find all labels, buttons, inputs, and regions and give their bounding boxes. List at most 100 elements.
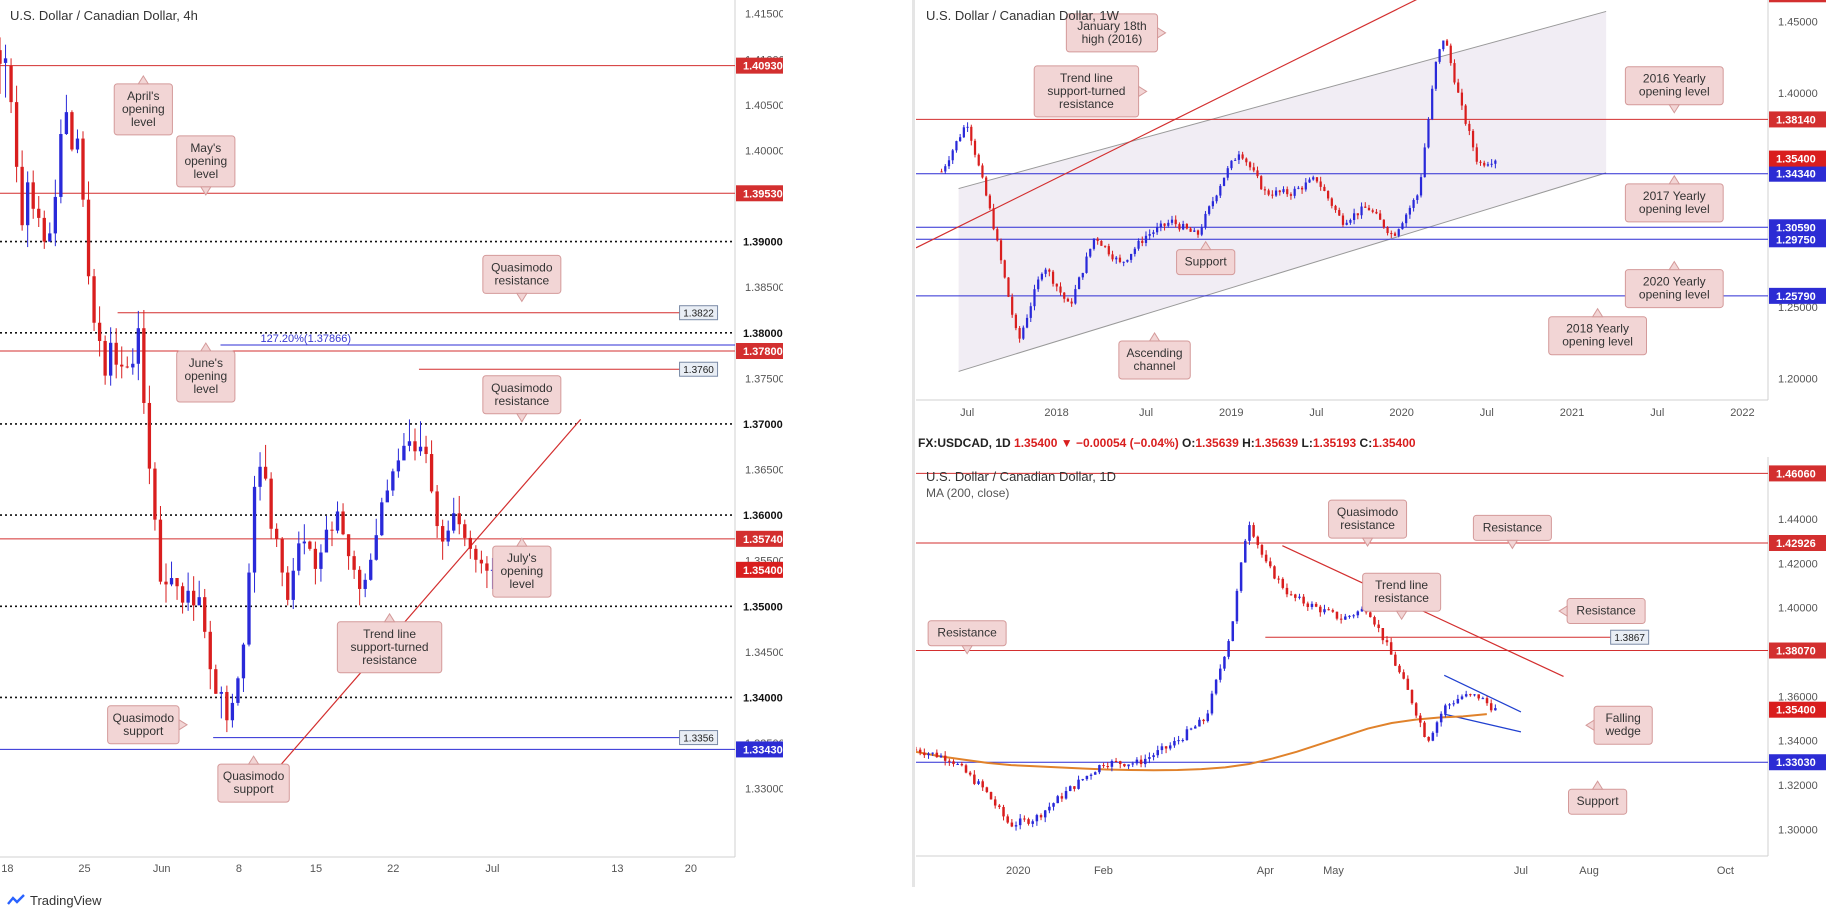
- candle-body: [1401, 223, 1404, 230]
- symbol-bar: FX:USDCAD, 1D 1.35400 ▼ −0.00054 (−0.04%…: [918, 436, 1416, 450]
- candle-body: [1106, 766, 1109, 768]
- candle-body: [153, 468, 157, 520]
- candle-body: [452, 513, 456, 531]
- callout: 2017 Yearly opening level: [1624, 174, 1724, 223]
- candle-body: [1271, 194, 1274, 196]
- candle-body: [1323, 609, 1326, 613]
- candle-body: [125, 366, 129, 368]
- callout-line: Quasimodo: [491, 260, 553, 274]
- candle-body: [1193, 230, 1196, 232]
- candle-body: [1163, 223, 1166, 226]
- candle-body: [1248, 525, 1251, 541]
- candle-body: [1356, 213, 1359, 216]
- candle-body: [1442, 40, 1445, 50]
- trend-line: [916, 0, 1418, 249]
- time-tick-label: 2021: [1560, 407, 1584, 419]
- callout-label: Support: [1185, 255, 1228, 269]
- candle-body: [1278, 190, 1281, 193]
- candle-body: [1182, 223, 1185, 230]
- candle-body: [1449, 45, 1452, 64]
- candle-body: [1237, 154, 1241, 160]
- axis-level-tag: [736, 343, 783, 360]
- candle-body: [59, 134, 63, 197]
- candle-body: [352, 556, 356, 570]
- callout-line: 2017 Yearly: [1643, 189, 1706, 203]
- candle-body: [197, 597, 201, 606]
- callout-line: opening: [184, 154, 227, 168]
- candle-body: [1148, 234, 1151, 236]
- trend-line: [271, 418, 582, 776]
- callout: Quasimodo resistance: [482, 254, 562, 303]
- candle-body: [1164, 746, 1168, 749]
- callout: Support: [1568, 780, 1628, 815]
- callout-line: 2018 Yearly: [1566, 322, 1629, 336]
- callout-tail: [515, 413, 528, 423]
- callout-tail: [1199, 240, 1212, 251]
- panel-divider[interactable]: [912, 0, 915, 887]
- candle-body: [1133, 248, 1136, 254]
- candle-body: [31, 182, 35, 209]
- candle-body: [1137, 240, 1140, 249]
- candle-body: [1419, 177, 1423, 196]
- time-tick-label: Aug: [1579, 865, 1599, 877]
- callout-line: May's: [190, 141, 221, 155]
- candle-body: [114, 342, 118, 365]
- callout-tail: [199, 186, 212, 196]
- price-tick-label: 1.25000: [1778, 302, 1818, 314]
- candle-body: [939, 755, 943, 758]
- candle-body: [258, 466, 262, 487]
- candle-body: [1294, 594, 1297, 598]
- candle-body: [1177, 740, 1180, 742]
- candle-body: [435, 491, 439, 527]
- callout-tail: [1585, 719, 1595, 732]
- candle-body: [1194, 726, 1197, 729]
- callout-tail: [1558, 605, 1568, 617]
- candle-body: [1405, 214, 1408, 224]
- callout-label: 2018 Yearly opening level: [1562, 322, 1633, 349]
- candle-body: [385, 490, 389, 503]
- time-tick-label: Jun: [153, 863, 171, 875]
- candle-body: [1051, 271, 1055, 284]
- candle-body: [1077, 277, 1081, 290]
- candle-body: [1323, 186, 1326, 191]
- time-tick-label: 2019: [1219, 407, 1243, 419]
- candle-body: [1006, 816, 1009, 823]
- price-tick-label: 1.40000: [745, 145, 783, 157]
- axis-level-label: 1.42926: [1776, 538, 1816, 550]
- symbol-name: FX:USDCAD, 1D: [918, 436, 1014, 450]
- candle-body: [1131, 763, 1134, 765]
- chart-weekly-svg[interactable]: January 18th high (2016) Trend line support…: [916, 0, 1826, 430]
- candle-body: [1056, 796, 1059, 804]
- candle-body: [1452, 703, 1455, 705]
- candle-body: [947, 160, 951, 167]
- callout-line: opening: [184, 369, 227, 383]
- chart-4h-svg[interactable]: 1.3822 1.3760 1.3356 127.20%(1.37866) April'…: [0, 0, 783, 887]
- channel-bottom-line: [958, 172, 1607, 372]
- candle-body: [1077, 779, 1080, 789]
- candle-body: [931, 752, 934, 754]
- candle-body: [1239, 562, 1243, 591]
- callout: Trend line support-turned resistance: [1033, 65, 1148, 118]
- price-tick-label: 1.34000: [1778, 736, 1818, 748]
- candle-body: [1208, 206, 1211, 214]
- price-tick-label: 1.40000: [1778, 88, 1818, 100]
- callout-line: level: [193, 167, 218, 181]
- candle-body: [37, 208, 41, 218]
- callout-line: opening level: [1562, 335, 1633, 349]
- chart-daily-panel[interactable]: 1.3867 Quasimodo resistance Resistance Trend…: [916, 431, 1826, 887]
- candle-body: [407, 441, 412, 446]
- callout: Trend line resistance: [1362, 572, 1442, 621]
- candle-body: [1394, 654, 1397, 666]
- candle-body: [1286, 189, 1289, 195]
- candle-body: [1273, 566, 1276, 579]
- callout-line: Ascending: [1127, 346, 1183, 360]
- candle-body: [1093, 772, 1097, 775]
- candle-body: [1293, 188, 1296, 196]
- chart-weekly-panel[interactable]: January 18th high (2016) Trend line support…: [916, 0, 1826, 430]
- candle-body: [955, 141, 958, 151]
- candle-body: [3, 58, 8, 63]
- chart-4h-panel[interactable]: 1.3822 1.3760 1.3356 127.20%(1.37866) April'…: [0, 0, 783, 887]
- candle-body: [1123, 764, 1126, 767]
- chart-title: U.S. Dollar / Canadian Dollar, 1D: [926, 469, 1116, 484]
